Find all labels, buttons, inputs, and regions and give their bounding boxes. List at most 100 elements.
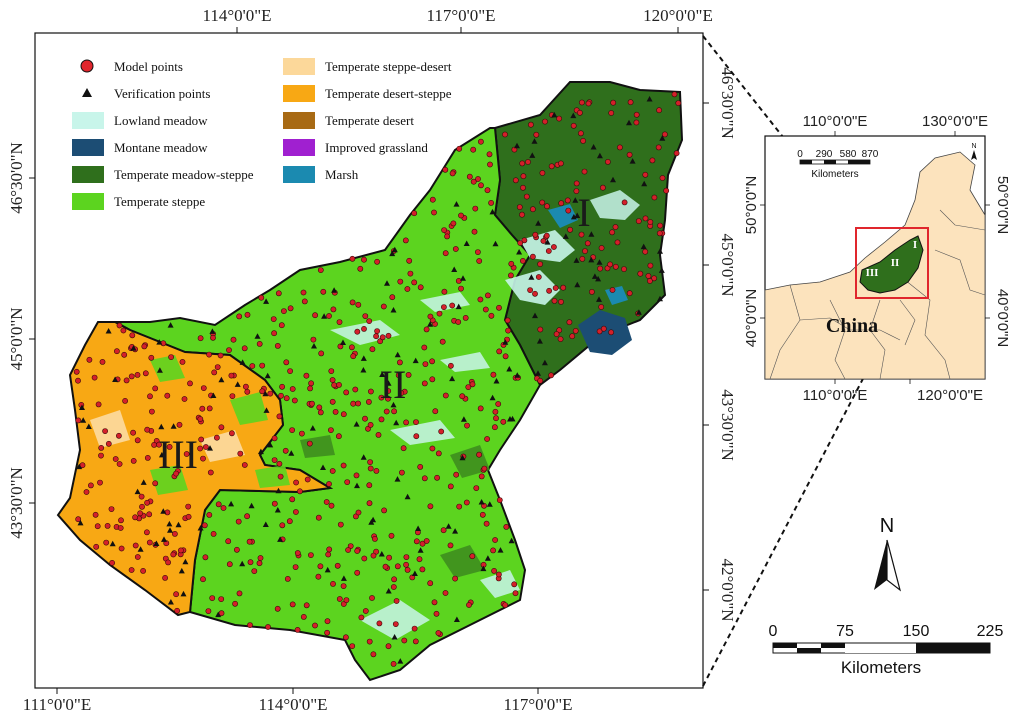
verification-point (455, 303, 462, 310)
model-point (176, 421, 183, 428)
model-point (265, 624, 271, 630)
model-point (315, 514, 322, 521)
model-point (386, 554, 392, 561)
model-point (233, 546, 240, 553)
verification-point (404, 493, 411, 500)
legend-symbol-right-1 (283, 85, 315, 102)
inset-map: 110°0'0"E 130°0'0"E 110°0'0"E 120°0'0"E … (743, 113, 1011, 404)
model-point (484, 436, 490, 442)
model-point (86, 356, 93, 363)
model-point (567, 226, 573, 233)
verification-point (215, 611, 222, 618)
model-point (370, 651, 377, 658)
model-point (330, 581, 336, 587)
model-point (201, 522, 208, 529)
model-point (320, 288, 327, 295)
model-point (108, 506, 115, 512)
model-point (419, 540, 426, 547)
verification-point (484, 555, 491, 561)
model-point (477, 405, 484, 412)
model-point (412, 638, 419, 645)
verification-point (178, 567, 185, 574)
model-point (407, 270, 414, 277)
model-point (165, 559, 171, 566)
model-point (459, 393, 466, 400)
model-point (327, 427, 334, 433)
model-point (490, 371, 497, 378)
verification-point (516, 249, 523, 255)
model-point (152, 480, 159, 487)
model-point (565, 207, 572, 214)
model-point (214, 364, 221, 370)
model-point (329, 398, 336, 405)
model-point (200, 576, 206, 583)
model-point (218, 424, 225, 431)
verification-points-layer (76, 96, 666, 664)
legend-label-right-0: Temperate steppe-desert (325, 59, 452, 74)
verification-point (570, 112, 577, 119)
legend-symbol-left-2 (72, 112, 104, 129)
model-point (361, 555, 368, 562)
verification-point (209, 328, 216, 334)
connector-top (702, 35, 856, 229)
model-point (373, 467, 380, 474)
model-point (469, 553, 476, 560)
model-point (572, 327, 579, 334)
model-point (488, 199, 494, 206)
model-point (476, 258, 483, 264)
scale-tick-0: 0 (769, 623, 778, 640)
model-point (441, 288, 448, 295)
inset-top-lon-1: 110°0'0"E (803, 113, 868, 130)
model-point (530, 253, 536, 260)
verification-point (544, 239, 551, 245)
model-point (642, 248, 649, 255)
model-point (540, 238, 547, 244)
verification-point (360, 367, 367, 373)
model-point (502, 602, 509, 608)
verification-point (77, 519, 84, 526)
model-point (366, 638, 373, 645)
model-point (323, 499, 330, 505)
model-point (284, 576, 291, 582)
model-point (456, 503, 463, 510)
verification-point (390, 307, 397, 313)
model-point (558, 298, 564, 305)
verification-point (197, 525, 204, 531)
model-point (369, 346, 376, 353)
model-point (278, 322, 285, 329)
model-point (570, 122, 577, 129)
legend-symbol-right-4 (283, 166, 315, 183)
model-point (673, 150, 680, 157)
verification-point (161, 536, 167, 542)
model-point (609, 229, 615, 236)
model-point (417, 463, 424, 470)
model-point (440, 527, 447, 534)
verification-point (134, 488, 141, 495)
model-point (334, 562, 341, 569)
model-point (450, 220, 457, 227)
model-point (303, 372, 310, 379)
model-point (411, 210, 418, 217)
model-point (354, 328, 361, 335)
verification-point (321, 313, 328, 319)
model-point (626, 151, 633, 158)
model-point (390, 661, 397, 667)
verification-point (486, 501, 493, 507)
verification-point (453, 616, 460, 622)
verification-point (254, 333, 261, 339)
model-point (621, 266, 627, 272)
model-point (247, 622, 253, 628)
model-point (400, 445, 407, 452)
model-point (228, 372, 235, 379)
model-point (144, 499, 150, 506)
model-point (486, 151, 493, 158)
verification-point (532, 312, 538, 319)
model-point (539, 170, 546, 176)
model-point (257, 555, 264, 561)
model-point (355, 400, 361, 407)
model-point (173, 591, 179, 598)
model-point (279, 383, 285, 390)
model-point (621, 199, 628, 206)
model-point (316, 404, 323, 411)
verification-point (640, 243, 647, 250)
